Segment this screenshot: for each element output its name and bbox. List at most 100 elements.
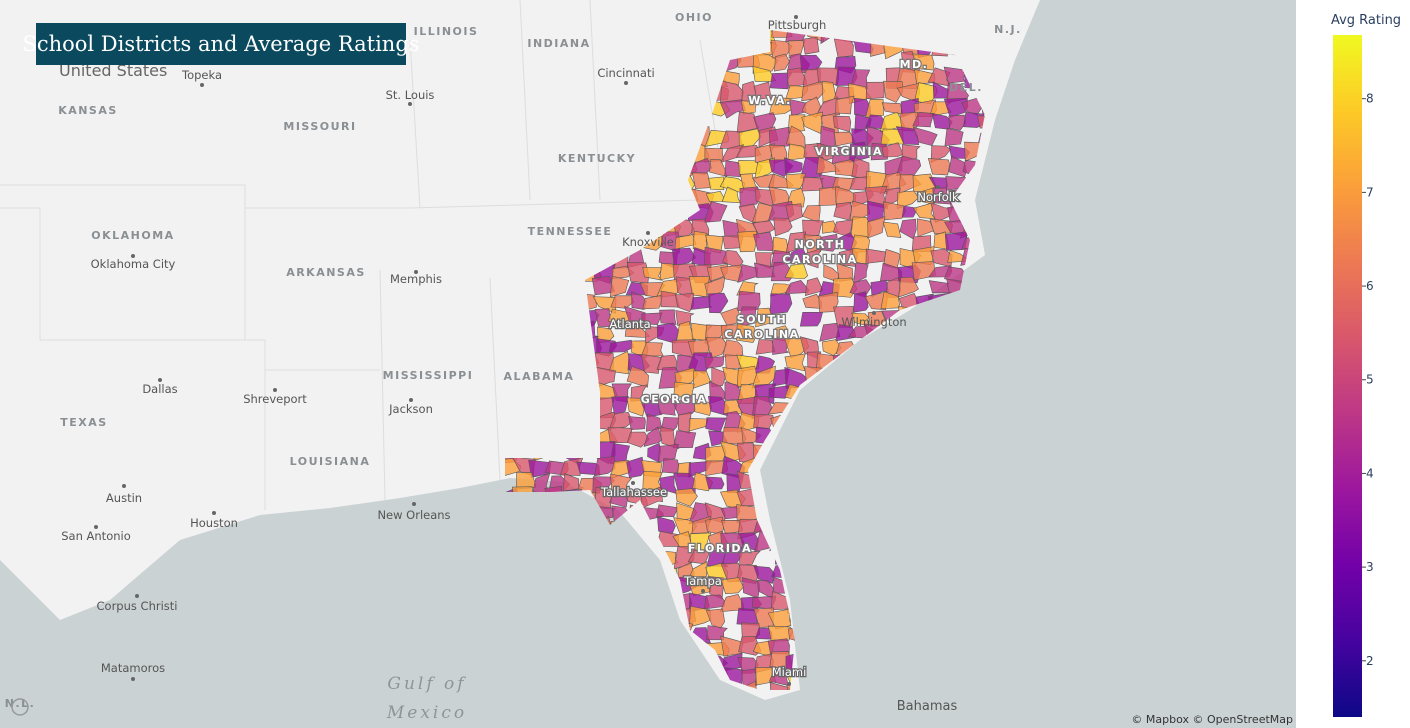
city-dot [122, 484, 126, 488]
district-shape [754, 143, 776, 163]
state-label: MD. [900, 58, 929, 71]
city-dot [158, 378, 162, 382]
city-label: Matamoros [101, 661, 165, 675]
state-label: CAROLINA [724, 328, 799, 341]
district-shape [673, 395, 696, 416]
city-label: Cincinnati [597, 66, 654, 80]
district-shape [675, 488, 698, 507]
district-shape [836, 262, 854, 282]
state-label: LOUISIANA [290, 455, 371, 468]
state-label: OKLAHOMA [91, 229, 174, 242]
city-dot [646, 231, 650, 235]
state-label: ALABAMA [504, 370, 575, 383]
district-shape [705, 417, 727, 433]
city-dot [414, 270, 418, 274]
district-shape [883, 80, 904, 103]
state-label: FLORIDA [688, 542, 752, 555]
district-shape [704, 276, 726, 297]
district-shape [703, 594, 725, 610]
city-dot [631, 481, 635, 485]
water [0, 0, 1296, 728]
state-label: ILLINOIS [414, 25, 479, 38]
district-shape [610, 473, 633, 493]
district-shape [833, 201, 853, 221]
district-shape [608, 339, 635, 353]
district-shape [927, 158, 950, 176]
district-shape [689, 532, 712, 554]
district-shape [799, 54, 823, 71]
city-label: Memphis [390, 272, 442, 286]
district-shape [737, 290, 761, 312]
district-shape [769, 681, 792, 690]
district-shape [948, 155, 967, 178]
city-dot [131, 254, 135, 258]
district-shape [851, 312, 869, 327]
state-label: W.VA. [748, 94, 792, 107]
district-shape [721, 186, 742, 204]
district-shape [865, 81, 885, 100]
district-shape [865, 248, 887, 264]
city-dot [787, 682, 791, 686]
city-label: Houston [190, 516, 238, 530]
district-shape [626, 366, 649, 388]
city-dot [135, 594, 139, 598]
district-shape [801, 81, 826, 102]
city-dot [212, 511, 216, 515]
district-shape [626, 456, 645, 479]
water-label: Gulf of [387, 674, 466, 694]
city-label: St. Louis [386, 88, 435, 102]
district-shape [722, 339, 744, 358]
district-shape [786, 125, 806, 148]
city-dot [936, 185, 940, 189]
district-shape [737, 230, 758, 253]
district-shape [784, 246, 808, 264]
city-label: Tampa [683, 574, 722, 588]
colorbar-tick-label: 3 [1366, 560, 1374, 574]
colorbar-tick-label: 4 [1366, 466, 1374, 480]
district-shape [817, 233, 839, 252]
colorbar-tick-label: 2 [1366, 654, 1374, 668]
district-shape [774, 53, 790, 72]
district-shape [691, 218, 710, 236]
district-shape [802, 36, 820, 55]
country-label: United States [59, 61, 167, 80]
state-label: DEL. [949, 81, 983, 94]
city-dot [701, 589, 705, 593]
district-shape [658, 443, 679, 463]
district-shape [673, 381, 695, 398]
district-shape [643, 426, 662, 447]
title-box [36, 23, 406, 65]
state-label: SOUTH [737, 313, 787, 326]
district-shape [799, 311, 823, 327]
city-dot [200, 83, 204, 87]
district-shape [912, 201, 936, 220]
state-label: ARKANSAS [286, 266, 366, 279]
attribution: © Mapbox © OpenStreetMap [1131, 713, 1293, 726]
district-shape [628, 416, 646, 431]
city-label: Atlanta [609, 317, 650, 331]
district-shape [657, 516, 676, 535]
city-label: San Antonio [61, 529, 131, 543]
district-shape [755, 307, 774, 328]
city-label: Jackson [388, 402, 433, 416]
city-dot [794, 15, 798, 19]
city-label: Pittsburgh [768, 18, 827, 32]
district-shape [656, 504, 678, 518]
district-shape [703, 201, 728, 223]
district-shape [721, 546, 744, 566]
district-shape [689, 561, 708, 578]
city-label: Dallas [142, 382, 177, 396]
district-shape [641, 342, 664, 357]
district-shape [767, 638, 790, 655]
district-shape [820, 125, 836, 150]
district-shape [609, 412, 633, 430]
city-dot [872, 311, 876, 315]
colorbar-tick-label: 5 [1366, 373, 1374, 387]
district-shape [849, 200, 871, 221]
district-shape [641, 312, 663, 325]
colorbar-gradient [1333, 35, 1362, 717]
mapbox-logo[interactable] [11, 698, 29, 716]
state-borders [0, 0, 721, 510]
title: School Districts and Average Ratings [22, 32, 419, 56]
